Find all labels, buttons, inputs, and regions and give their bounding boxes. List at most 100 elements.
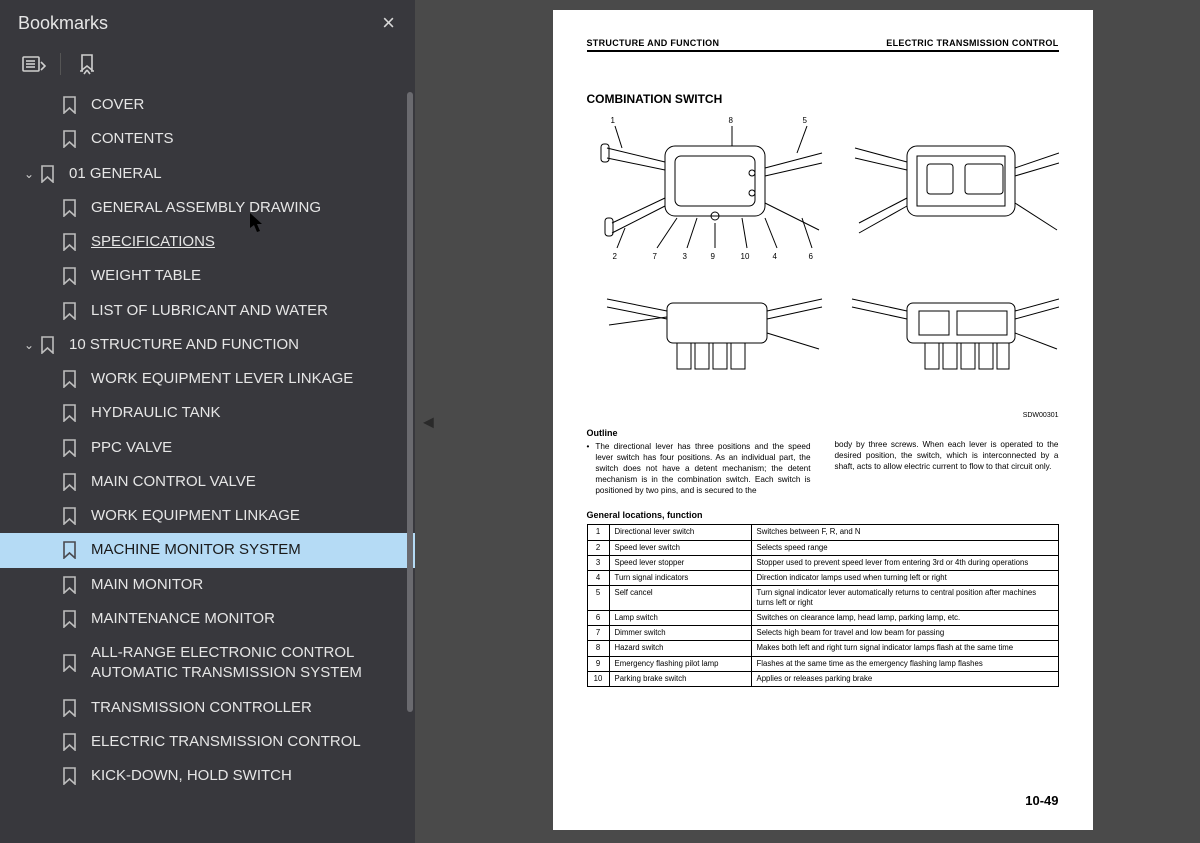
bookmark-icon [62, 576, 77, 594]
bookmarks-list[interactable]: COVERCONTENTS ⌄ 01 GENERAL GENERAL ASSEMBLY… [0, 88, 415, 843]
bookmark-item[interactable]: ELECTRIC TRANSMISSION CONTROL [0, 725, 415, 759]
callout-10: 10 [741, 252, 750, 261]
bookmark-item[interactable]: GENERAL ASSEMBLY DRAWING [0, 191, 415, 225]
bookmark-item[interactable]: SPECIFICATIONS [0, 225, 415, 259]
table-row: 2Speed lever switchSelects speed range [587, 540, 1058, 555]
header-right: ELECTRIC TRANSMISSION CONTROL [886, 38, 1058, 48]
scrollbar-track[interactable] [405, 88, 415, 843]
bookmark-icon [62, 404, 77, 422]
row-name: Turn signal indicators [609, 570, 751, 585]
bookmark-item[interactable]: ALL-RANGE ELECTRONIC CONTROL AUTOMATIC T… [0, 636, 415, 691]
bookmark-icon [62, 767, 77, 785]
bookmark-item[interactable]: TRANSMISSION CONTROLLER [0, 691, 415, 725]
locations-table: 1Directional lever switchSwitches betwee… [587, 524, 1059, 686]
bookmark-label: MAIN MONITOR [91, 575, 405, 595]
row-num: 4 [587, 570, 609, 585]
callout-1: 1 [611, 116, 615, 125]
bookmark-icon [62, 302, 77, 320]
bookmark-item[interactable]: MAIN MONITOR [0, 568, 415, 602]
bookmark-label: 01 GENERAL [69, 164, 405, 184]
callout-9: 9 [711, 252, 715, 261]
page-number: 10-49 [1025, 793, 1058, 808]
bookmark-icon [62, 130, 77, 148]
row-num: 3 [587, 555, 609, 570]
bookmark-item[interactable]: WORK EQUIPMENT LEVER LINKAGE [0, 362, 415, 396]
bookmark-item[interactable]: WEIGHT TABLE [0, 259, 415, 293]
table-row: 1Directional lever switchSwitches betwee… [587, 525, 1058, 540]
bookmark-label: 10 STRUCTURE AND FUNCTION [69, 335, 405, 355]
bookmark-item[interactable]: PPC VALVE [0, 431, 415, 465]
bookmark-item[interactable]: MAINTENANCE MONITOR [0, 602, 415, 636]
row-desc: Selects speed range [751, 540, 1058, 555]
row-desc: Switches between F, R, and N [751, 525, 1058, 540]
outline: Outline •The directional lever has three… [587, 427, 1059, 496]
bookmark-icon [62, 733, 77, 751]
bookmark-icon [62, 199, 77, 217]
bookmark-label: WEIGHT TABLE [91, 266, 405, 286]
bookmark-label: HYDRAULIC TANK [91, 403, 405, 423]
bookmark-icon [62, 654, 77, 672]
row-name: Lamp switch [609, 611, 751, 626]
close-icon[interactable]: × [378, 10, 399, 36]
section-title: COMBINATION SWITCH [587, 92, 1059, 106]
bookmark-item[interactable]: COVER [0, 88, 415, 122]
table-row: 3Speed lever stopperStopper used to prev… [587, 555, 1058, 570]
bookmark-item[interactable]: CONTENTS [0, 122, 415, 156]
row-num: 2 [587, 540, 609, 555]
chevron-down-icon[interactable]: ⌄ [18, 166, 40, 182]
row-num: 6 [587, 611, 609, 626]
bookmark-icon [40, 336, 55, 354]
bookmark-item[interactable]: MACHINE MONITOR SYSTEM [0, 533, 415, 567]
bookmark-label: MAINTENANCE MONITOR [91, 609, 405, 629]
bookmark-label: MACHINE MONITOR SYSTEM [91, 540, 405, 560]
chevron-down-icon[interactable]: ⌄ [18, 337, 40, 353]
bookmark-label: SPECIFICATIONS [91, 232, 405, 252]
row-name: Self cancel [609, 585, 751, 610]
row-name: Hazard switch [609, 641, 751, 656]
collapse-handle-icon[interactable]: ◀ [423, 413, 434, 430]
toolbar-separator [60, 53, 61, 75]
table-row: 5Self cancelTurn signal indicator lever … [587, 585, 1058, 610]
row-name: Speed lever stopper [609, 555, 751, 570]
callout-7: 7 [653, 252, 657, 261]
callout-8: 8 [729, 116, 733, 125]
document-viewer[interactable]: STRUCTURE AND FUNCTION ELECTRIC TRANSMIS… [445, 0, 1200, 843]
panel-splitter[interactable]: ◀ [415, 0, 445, 843]
table-row: 9Emergency flashing pilot lampFlashes at… [587, 656, 1058, 671]
callout-6: 6 [809, 252, 813, 261]
row-num: 9 [587, 656, 609, 671]
row-desc: Flashes at the same time as the emergenc… [751, 656, 1058, 671]
row-desc: Switches on clearance lamp, head lamp, p… [751, 611, 1058, 626]
bookmark-item[interactable]: KICK-DOWN, HOLD SWITCH [0, 759, 415, 793]
row-name: Directional lever switch [609, 525, 751, 540]
bookmark-item[interactable]: LIST OF LUBRICANT AND WATER [0, 294, 415, 328]
scrollbar-thumb[interactable] [407, 92, 413, 712]
current-bookmark-icon[interactable] [73, 52, 101, 76]
bookmark-icon [40, 165, 55, 183]
bookmarks-title: Bookmarks [18, 13, 108, 34]
row-name: Emergency flashing pilot lamp [609, 656, 751, 671]
row-num: 7 [587, 626, 609, 641]
row-num: 5 [587, 585, 609, 610]
callout-2: 2 [613, 252, 617, 261]
row-num: 1 [587, 525, 609, 540]
bookmark-label: WORK EQUIPMENT LEVER LINKAGE [91, 369, 405, 389]
callout-5: 5 [803, 116, 807, 125]
row-num: 10 [587, 671, 609, 686]
bookmark-label: MAIN CONTROL VALVE [91, 472, 405, 492]
bookmark-item[interactable]: ⌄ 10 STRUCTURE AND FUNCTION [0, 328, 415, 362]
bookmark-item[interactable]: MAIN CONTROL VALVE [0, 465, 415, 499]
page: STRUCTURE AND FUNCTION ELECTRIC TRANSMIS… [553, 10, 1093, 830]
options-icon[interactable] [20, 52, 48, 76]
bookmark-label: WORK EQUIPMENT LINKAGE [91, 506, 405, 526]
bookmark-item[interactable]: WORK EQUIPMENT LINKAGE [0, 499, 415, 533]
outline-heading: Outline [587, 427, 811, 439]
table-row: 8Hazard switchMakes both left and right … [587, 641, 1058, 656]
bookmark-item[interactable]: HYDRAULIC TANK [0, 396, 415, 430]
bookmark-label: ELECTRIC TRANSMISSION CONTROL [91, 732, 405, 752]
table-title: General locations, function [587, 510, 1059, 520]
row-desc: Selects high beam for travel and low bea… [751, 626, 1058, 641]
bookmark-item[interactable]: ⌄ 01 GENERAL [0, 157, 415, 191]
bookmark-label: PPC VALVE [91, 438, 405, 458]
bookmarks-header: Bookmarks × [0, 0, 415, 46]
